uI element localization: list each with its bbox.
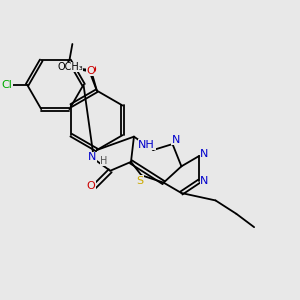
Text: O: O [87,65,96,75]
Text: N: N [88,152,97,162]
Text: H: H [100,156,108,166]
Text: N: N [172,135,180,145]
Text: N: N [200,176,209,186]
Text: O: O [87,181,95,191]
Text: OCH₃: OCH₃ [57,62,83,72]
Text: NH: NH [138,140,155,150]
Text: S: S [136,176,143,186]
Text: O: O [86,66,95,76]
Text: N: N [200,149,209,160]
Text: Cl: Cl [2,80,13,90]
